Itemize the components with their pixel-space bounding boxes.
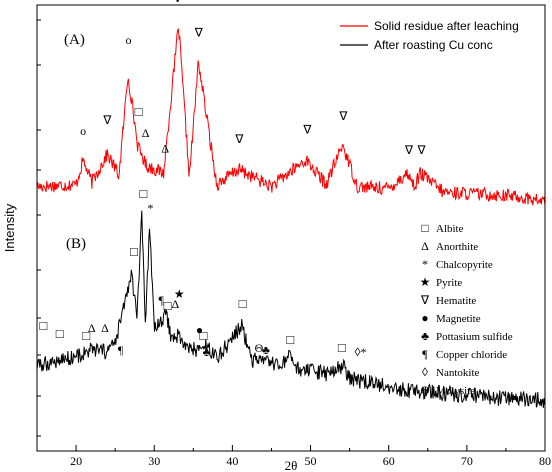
phase-legend-symbol: □ bbox=[421, 221, 428, 235]
phase-legend-label: Pyrite bbox=[436, 277, 462, 289]
phase-legend-symbol: ∇ bbox=[420, 293, 430, 307]
peak-marker: ∇ bbox=[173, 0, 183, 5]
phase-legend: □ Albite Δ Anorthite * Chalcopyrite ★ Pyrite ∇ He… bbox=[420, 221, 513, 397]
peak-marker: ∇ bbox=[194, 25, 204, 39]
y-axis-label: Intensity bbox=[2, 203, 17, 252]
peak-marker: o bbox=[125, 33, 131, 47]
peak-marker: Δ bbox=[101, 321, 109, 335]
phase-legend-symbol: ¶ bbox=[422, 347, 428, 361]
peak-marker: □ bbox=[239, 296, 247, 311]
legend-label-roasting: After roasting Cu conc bbox=[374, 38, 493, 52]
x-tick-label: 30 bbox=[148, 454, 160, 468]
peak-marker: o bbox=[80, 124, 86, 138]
x-tick-label: 50 bbox=[305, 454, 317, 468]
peak-marker: □ bbox=[56, 326, 64, 341]
phase-legend-symbol: Θ bbox=[421, 383, 430, 397]
peak-marker: Δ bbox=[88, 321, 96, 335]
x-axis-label: 2θ bbox=[285, 458, 298, 472]
phase-legend-symbol: * bbox=[422, 257, 428, 271]
peak-marker: ¶ bbox=[118, 343, 124, 357]
y-axis-ticks bbox=[37, 19, 41, 437]
peak-marker: ∇ bbox=[234, 132, 244, 146]
x-tick-label: 20 bbox=[70, 454, 82, 468]
peak-marker: □ bbox=[200, 328, 208, 343]
peak-marker: ∇ bbox=[404, 143, 414, 157]
phase-legend-label: Magnetite bbox=[436, 313, 481, 325]
x-axis: 20 30 40 50 60 70 80 bbox=[36, 445, 551, 468]
phase-legend-label: Pottasium sulfide bbox=[436, 331, 513, 343]
peak-marker: □ bbox=[82, 328, 90, 343]
xrd-trace-b bbox=[36, 210, 546, 408]
phase-legend-label: Chalcopyrite bbox=[436, 259, 493, 271]
series-legend: Solid residue after leaching After roast… bbox=[340, 19, 519, 52]
peak-marker: □ bbox=[139, 186, 147, 201]
peak-marker: Θ bbox=[255, 341, 264, 355]
xrd-trace-a bbox=[36, 28, 546, 206]
peak-marker: ¶ bbox=[159, 293, 165, 307]
peak-marker: □ bbox=[338, 340, 346, 355]
phase-legend-symbol: Δ bbox=[421, 239, 429, 253]
peak-marker: Δ bbox=[161, 141, 169, 155]
x-tick-label: 70 bbox=[461, 454, 473, 468]
peak-marker: ∇ bbox=[417, 143, 427, 157]
peak-marker: □ bbox=[286, 332, 294, 347]
peak-marker: □ bbox=[39, 318, 47, 333]
x-tick-label: 40 bbox=[226, 454, 238, 468]
peak-marker: ∇ bbox=[302, 122, 312, 136]
x-tick-label: 60 bbox=[383, 454, 395, 468]
x-tick-label: 80 bbox=[539, 454, 551, 468]
phase-legend-label: Copper chloride bbox=[436, 349, 507, 361]
phase-legend-symbol: ★ bbox=[420, 275, 431, 289]
panel-a-label: (A) bbox=[64, 32, 85, 48]
panel-b-label: (B) bbox=[66, 236, 86, 252]
peak-marker: Δ bbox=[142, 126, 150, 140]
peak-marker: Δ bbox=[171, 297, 179, 311]
peak-marker: ∇ bbox=[338, 109, 348, 123]
peak-marker: ● bbox=[196, 323, 203, 337]
plot-content: o∇o□ΔΔ∇∇∇∇∇∇∇□□□ΔΔ¶□□*¶□Δ★●□♣□Θ♣□□◊* bbox=[36, 0, 546, 408]
phase-legend-label: Molysite bbox=[436, 385, 475, 397]
peak-marker: ◊* bbox=[355, 345, 367, 359]
peak-marker: ★ bbox=[174, 287, 185, 301]
peak-marker: □ bbox=[164, 298, 172, 313]
peak-marker: * bbox=[147, 201, 153, 215]
phase-legend-label: Anorthite bbox=[436, 241, 478, 253]
phase-legend-label: Albite bbox=[436, 223, 464, 235]
phase-legend-symbol: ● bbox=[421, 311, 428, 325]
peak-marker: □ bbox=[130, 244, 138, 259]
legend-label-solid-residue: Solid residue after leaching bbox=[374, 19, 519, 33]
peak-marker: □ bbox=[135, 104, 143, 119]
phase-legend-label: Hematite bbox=[436, 295, 476, 307]
phase-legend-label: Nantokite bbox=[436, 367, 479, 379]
peak-marker: ♣ bbox=[203, 345, 211, 359]
phase-legend-symbol: ♣ bbox=[421, 329, 429, 343]
phase-legend-symbol: ◊ bbox=[422, 365, 428, 379]
peak-marker: ♣ bbox=[262, 343, 270, 357]
plot-frame bbox=[36, 4, 546, 452]
peak-marker: ∇ bbox=[102, 113, 112, 127]
